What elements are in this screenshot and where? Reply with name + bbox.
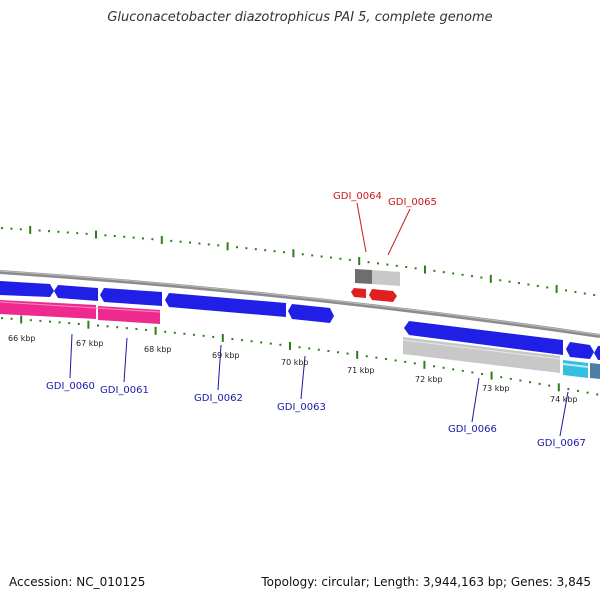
gene-leader-line <box>217 344 222 391</box>
genome-backbone <box>0 270 600 338</box>
gene-label-leaders <box>69 202 569 437</box>
kbp-label: 68 kbp <box>144 345 172 354</box>
gene-label: GDI_0067 <box>537 438 586 449</box>
kbp-scale-labels: 66 kbp 67 kbp 68 kbp 69 kbp 70 kbp 71 kbp 72 k… <box>8 334 578 404</box>
gene-leader-line <box>356 202 367 253</box>
cds-band-gray <box>402 337 561 373</box>
kbp-label: 74 kbp <box>550 395 578 404</box>
gene-leader-line <box>471 377 480 423</box>
accession-text: Accession: NC_010125 <box>9 575 146 589</box>
kbp-label: 70 kbp <box>281 358 309 367</box>
gene-labels: GDI_0060 GDI_0061 GDI_0062 GDI_0063 GDI_0064… <box>46 191 586 449</box>
inner-tick-ring <box>1 315 599 396</box>
gene-label: GDI_0061 <box>100 385 149 396</box>
gene-label: GDI_0064 <box>333 191 382 202</box>
reverse-feature-red <box>351 288 397 302</box>
kbp-label: 71 kbp <box>347 366 375 375</box>
gene-label: GDI_0062 <box>194 393 243 404</box>
cds-band-cyan <box>562 360 600 379</box>
forward-genes-left <box>0 281 334 323</box>
gene-leader-line <box>69 333 73 379</box>
gene-leader-line <box>559 391 569 437</box>
genome-summary-text: Topology: circular; Length: 3,944,163 bp… <box>261 575 591 589</box>
kbp-label: 72 kbp <box>415 375 443 384</box>
kbp-label: 69 kbp <box>212 351 240 360</box>
kbp-label: 73 kbp <box>482 384 510 393</box>
gene-leader-line <box>300 355 306 400</box>
reverse-feature-gray <box>355 269 400 286</box>
forward-genes-right <box>404 321 600 360</box>
kbp-label: 67 kbp <box>76 339 104 348</box>
kbp-label: 66 kbp <box>8 334 36 343</box>
cds-band-pink <box>0 300 161 324</box>
gene-label: GDI_0063 <box>277 402 326 413</box>
outer-tick-ring <box>1 225 596 297</box>
gene-label: GDI_0066 <box>448 424 497 435</box>
gene-label: GDI_0060 <box>46 381 95 392</box>
page-title: Gluconacetobacter diazotrophicus PAI 5, … <box>107 10 493 25</box>
gene-label: GDI_0065 <box>388 197 437 208</box>
gene-leader-line <box>387 208 411 256</box>
gene-leader-line <box>123 337 128 383</box>
